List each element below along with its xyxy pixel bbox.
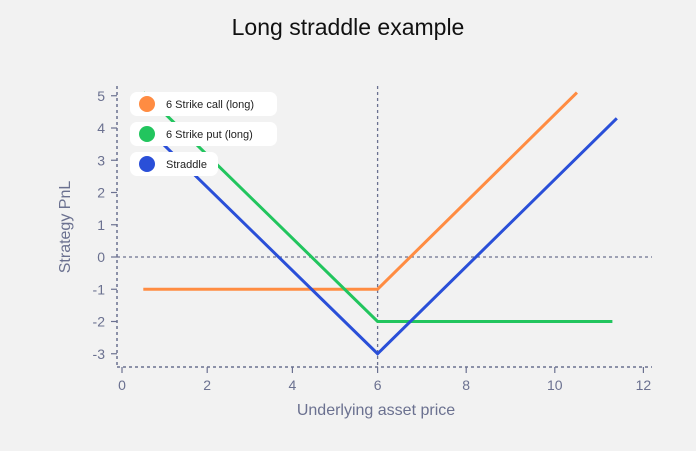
legend-marker-1 — [139, 126, 155, 142]
series-line-1 — [142, 91, 613, 323]
y-axis-label: Strategy PnL — [57, 181, 74, 274]
legend-marker-0 — [139, 96, 155, 112]
y-tick-label: -1 — [93, 281, 106, 297]
x-tick-label: 2 — [203, 377, 211, 393]
legend-label-0: 6 Strike call (long) — [166, 99, 254, 111]
x-tick-label: 0 — [118, 377, 126, 393]
series-line-0 — [143, 91, 579, 291]
legend-label-2: Straddle — [166, 159, 207, 171]
y-tick-label: 2 — [97, 185, 105, 201]
y-tick-label: 4 — [97, 120, 105, 136]
x-axis-label: Underlying asset price — [297, 402, 455, 419]
y-tick-label: 3 — [97, 152, 105, 168]
y-tick-label: -2 — [93, 314, 106, 330]
x-tick-label: 4 — [289, 377, 297, 393]
x-tick-label: 6 — [374, 377, 382, 393]
legend-label-1: 6 Strike put (long) — [166, 129, 253, 141]
legend-marker-2 — [139, 156, 155, 172]
legend-item-background — [130, 92, 277, 116]
chart-title: Long straddle example — [231, 14, 465, 40]
x-tick-label: 10 — [547, 377, 563, 393]
y-tick-label: 0 — [97, 249, 105, 265]
x-tick-label: 8 — [462, 377, 470, 393]
legend-item-background — [130, 122, 277, 146]
x-tick-label: 12 — [636, 377, 652, 393]
y-tick-label: 5 — [97, 88, 105, 104]
y-tick-label: 1 — [97, 217, 105, 233]
series-line-2 — [142, 117, 618, 356]
y-tick-label: -3 — [93, 346, 106, 362]
